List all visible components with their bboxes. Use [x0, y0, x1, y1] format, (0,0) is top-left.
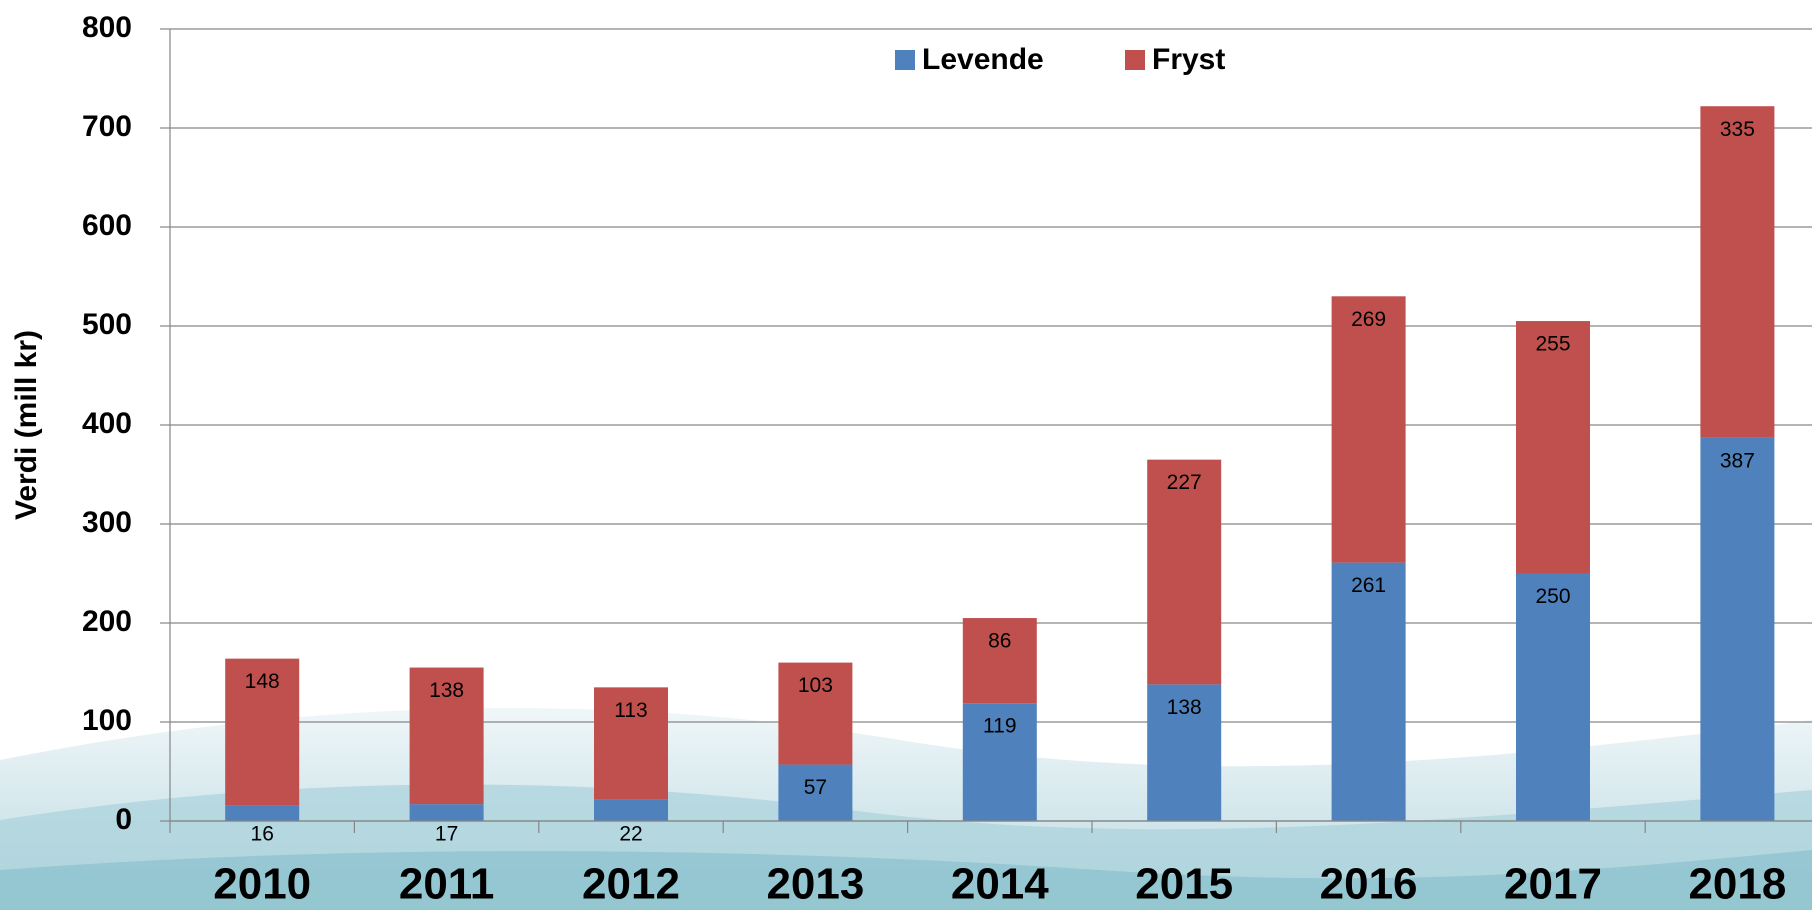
y-tick-label: 500	[82, 308, 132, 341]
data-label: 250	[1535, 585, 1570, 608]
x-tick-label: 2018	[1688, 860, 1786, 909]
x-tick-label: 2016	[1320, 860, 1418, 909]
x-tick-label: 2013	[766, 860, 864, 909]
bar-segment	[1332, 563, 1406, 821]
data-label: 227	[1167, 471, 1202, 494]
legend-swatch	[1125, 50, 1145, 70]
y-tick-label: 700	[82, 110, 132, 143]
y-tick-label: 400	[82, 407, 132, 440]
data-label: 387	[1720, 449, 1755, 472]
y-tick-label: 200	[82, 605, 132, 638]
data-label: 17	[435, 823, 458, 846]
data-label: 335	[1720, 118, 1755, 141]
bar-segment	[1700, 438, 1774, 821]
x-tick-label: 2015	[1135, 860, 1233, 909]
legend-label: Levende	[922, 43, 1044, 76]
chart: Verdi (mill kr) 0 100 200 300 400 500 600 700 80…	[0, 0, 1812, 910]
bar-segment	[225, 805, 299, 821]
data-label: 103	[798, 674, 833, 697]
data-label: 261	[1351, 574, 1386, 597]
data-label: 255	[1535, 333, 1570, 356]
bar-segment	[1700, 106, 1774, 438]
y-tick-label: 600	[82, 209, 132, 242]
x-tick-label: 2017	[1504, 860, 1602, 909]
bar-segment	[410, 804, 484, 821]
bar-segment	[1516, 574, 1590, 822]
x-tick-label: 2014	[951, 860, 1049, 909]
y-tick-label: 0	[115, 803, 132, 836]
data-label: 113	[614, 699, 647, 722]
bar-segment	[594, 799, 668, 821]
y-tick-label: 800	[82, 11, 132, 44]
bar-segment	[1332, 296, 1406, 562]
x-tick-label: 2012	[582, 860, 680, 909]
data-label: 16	[251, 823, 274, 846]
y-axis-title: Verdi (mill kr)	[10, 330, 43, 520]
y-tick-label: 100	[82, 704, 132, 737]
y-tick-label: 300	[82, 506, 132, 539]
data-label: 57	[804, 776, 827, 799]
data-label: 269	[1351, 308, 1386, 331]
data-label: 148	[245, 670, 280, 693]
data-label: 138	[429, 679, 464, 702]
bar-segment	[1516, 321, 1590, 573]
x-tick-label: 2010	[213, 860, 311, 909]
data-label: 86	[988, 630, 1011, 653]
data-label: 22	[619, 823, 642, 846]
data-label: 119	[983, 715, 1016, 738]
legend-swatch	[895, 50, 915, 70]
x-tick-label: 2011	[399, 860, 494, 909]
data-label: 138	[1167, 696, 1202, 719]
legend-label: Fryst	[1152, 43, 1225, 76]
